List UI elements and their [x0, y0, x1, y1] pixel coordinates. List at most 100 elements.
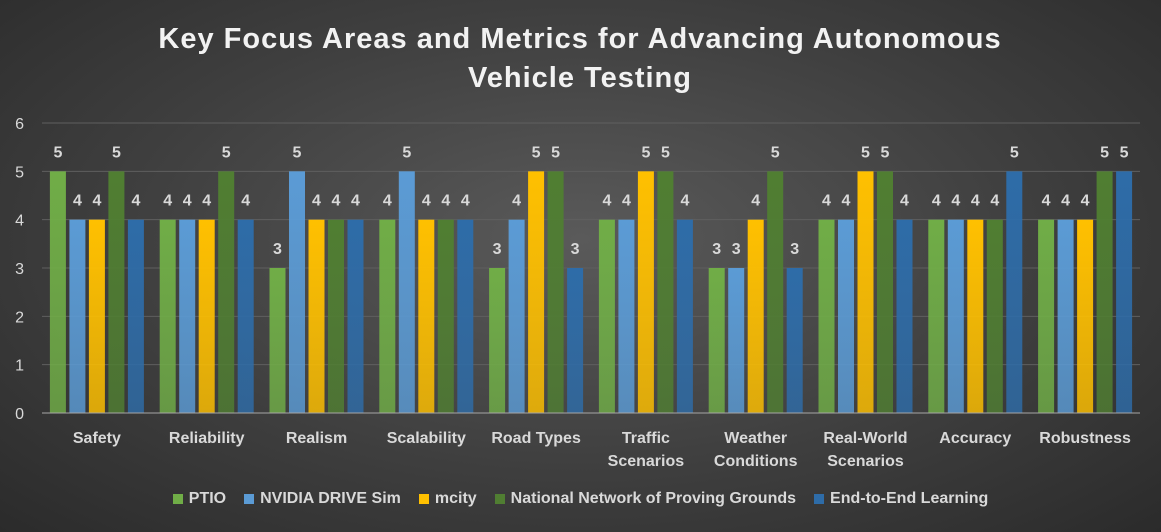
legend-swatch: [814, 494, 825, 504]
bar: [1096, 171, 1113, 413]
category-label: Scenarios: [827, 453, 904, 470]
y-tick-label: 1: [15, 358, 24, 375]
data-label: 4: [241, 193, 250, 210]
chart-title-line-1: Key Focus Areas and Metrics for Advancin…: [158, 23, 1001, 55]
data-label: 3: [712, 241, 721, 258]
bar: [347, 219, 364, 413]
data-label: 4: [441, 193, 450, 210]
data-label: 5: [1100, 144, 1109, 161]
bar: [198, 219, 215, 413]
legend-label: NVIDIA DRIVE Sim: [260, 490, 401, 507]
legend-label: mcity: [434, 490, 477, 507]
data-label: 4: [461, 193, 470, 210]
data-label: 3: [732, 241, 741, 258]
y-tick-label: 2: [15, 309, 24, 326]
bar: [877, 171, 893, 413]
data-label: 5: [881, 144, 890, 161]
bar: [838, 219, 854, 413]
y-tick-label: 5: [15, 164, 24, 181]
category-label: Traffic: [622, 430, 670, 447]
bar: [676, 219, 693, 413]
data-label: 5: [532, 144, 541, 161]
legend-label: PTIO: [188, 490, 227, 507]
data-label: 5: [222, 144, 231, 161]
category-labels: Safety Reliability Realism Scalability Road …: [73, 430, 1131, 470]
data-label: 3: [790, 241, 799, 258]
bar: [657, 171, 674, 413]
category-label: Conditions: [714, 453, 798, 470]
category-label: Accuracy: [939, 430, 1011, 447]
bar: [457, 219, 474, 413]
bar: [618, 219, 635, 413]
bar: [1038, 219, 1055, 413]
data-label: 4: [92, 193, 101, 210]
bar: [767, 171, 784, 413]
bar: [179, 219, 196, 413]
data-label: 5: [771, 144, 780, 161]
legend: PTIO NVIDIA DRIVE Sim mcity National Networ…: [0, 490, 1161, 508]
bars: [49, 171, 1133, 413]
data-label: 4: [751, 193, 760, 210]
data-label: 3: [571, 241, 580, 258]
bar: [818, 219, 835, 413]
data-label: 4: [602, 193, 611, 210]
bar: [728, 268, 745, 413]
y-tick-label: 6: [15, 116, 24, 133]
data-label: 5: [641, 144, 650, 161]
bar: [1077, 219, 1094, 413]
bar: [269, 268, 286, 413]
y-axis-ticks: 0 1 2 3 4 5 6: [15, 116, 24, 423]
bar: [786, 268, 803, 413]
data-label: 3: [273, 241, 282, 258]
data-label: 4: [951, 193, 960, 210]
bar: [547, 171, 564, 413]
legend-swatch: [418, 494, 429, 504]
bar: [986, 219, 1003, 413]
legend-swatch: [172, 494, 183, 504]
legend-item: PTIO: [172, 490, 227, 508]
legend-swatch: [494, 494, 505, 504]
bar: [418, 219, 435, 413]
data-label: 5: [661, 144, 670, 161]
bar: [108, 171, 125, 413]
bar: [947, 219, 964, 413]
legend-item: National Network of Proving Grounds: [494, 490, 797, 508]
bar: [69, 219, 86, 413]
data-label: 4: [1042, 193, 1051, 210]
data-label: 5: [53, 144, 62, 161]
data-label: 4: [422, 193, 431, 210]
data-label: 4: [163, 193, 172, 210]
legend-item: mcity: [418, 490, 477, 508]
bar: [218, 171, 235, 413]
bar: [896, 219, 913, 413]
bar: [708, 268, 725, 413]
data-label: 5: [1010, 144, 1019, 161]
category-label: Safety: [73, 430, 121, 447]
data-label: 5: [1120, 144, 1129, 161]
data-label: 4: [312, 193, 321, 210]
bar: [1116, 171, 1133, 413]
bar: [379, 219, 396, 413]
y-tick-label: 0: [15, 406, 24, 423]
bar: [49, 171, 66, 413]
category-label: Real-World: [823, 430, 907, 447]
data-label: 4: [183, 193, 192, 210]
data-label: 4: [1061, 193, 1070, 210]
bar: [857, 171, 874, 413]
data-label: 5: [861, 144, 870, 161]
bar: [237, 219, 254, 413]
bar: [398, 171, 415, 413]
bar: [598, 219, 615, 413]
data-label: 3: [493, 241, 502, 258]
category-label: Robustness: [1039, 430, 1131, 447]
category-label: Road Types: [491, 430, 581, 447]
data-label: 4: [1081, 193, 1090, 210]
y-tick-label: 3: [15, 261, 24, 278]
data-label: 5: [402, 144, 411, 161]
y-tick-label: 4: [15, 213, 24, 230]
legend-label: National Network of Proving Grounds: [510, 490, 797, 507]
category-label: Scalability: [387, 430, 466, 447]
data-label: 5: [293, 144, 302, 161]
legend-item: NVIDIA DRIVE Sim: [244, 490, 401, 508]
